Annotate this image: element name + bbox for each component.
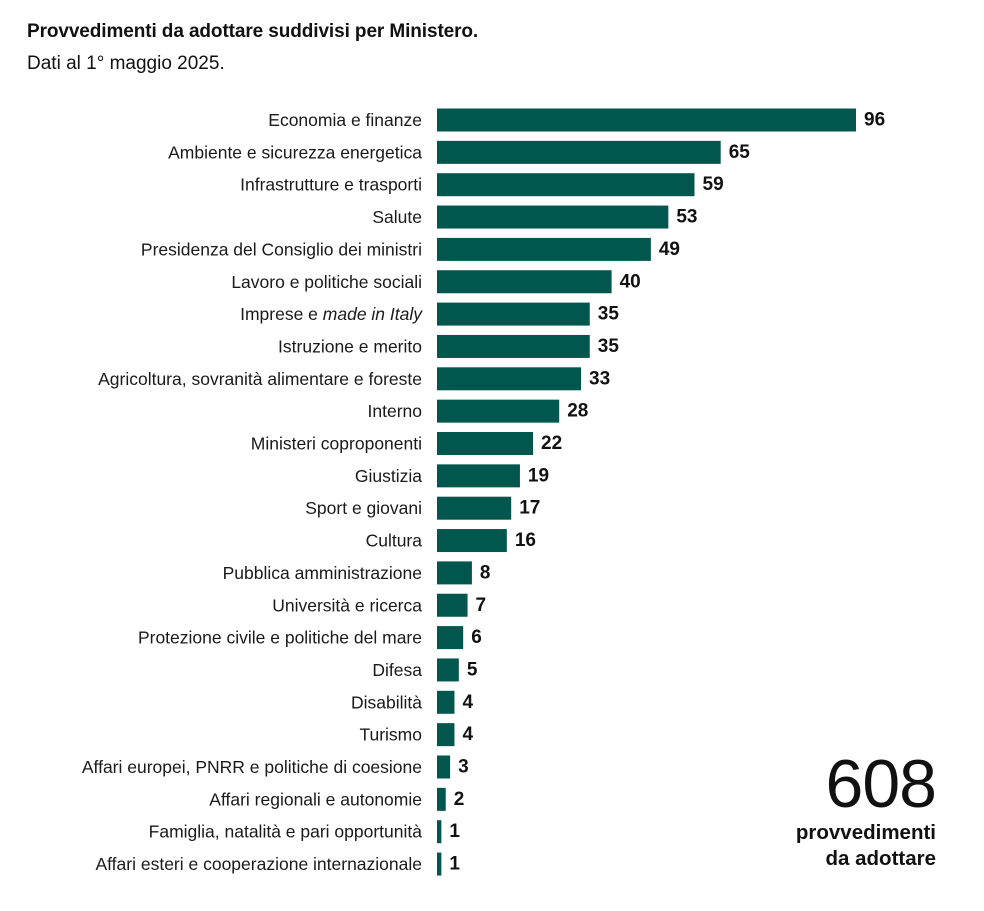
category-label: Sport e giovani [305,498,422,518]
category-label: Turismo [359,725,422,745]
bar [437,205,669,229]
bar [437,399,560,423]
value-label: 4 [462,692,473,713]
bar [437,658,459,682]
value-label: 6 [471,627,482,648]
bar [437,302,590,326]
category-label: Salute [372,207,422,227]
value-label: 1 [449,854,460,875]
bar [437,173,695,197]
value-label: 35 [598,304,620,325]
bar [437,690,455,714]
bar [437,108,856,132]
value-label: 17 [519,498,540,519]
bar [437,561,472,585]
bar [437,334,590,358]
value-label: 2 [454,789,465,810]
category-label: Presidenza del Consiglio dei ministri [141,239,422,259]
bar [437,626,464,650]
total-label-line2: da adottare [825,847,937,870]
value-label: 49 [659,239,680,260]
bar [437,593,468,617]
total-number: 608 [825,746,937,822]
category-label: Ambiente e sicurezza energetica [168,142,422,162]
value-label: 7 [476,595,487,616]
category-label: Ministeri coproponenti [251,434,422,454]
value-label: 96 [864,110,885,131]
category-label: Difesa [372,660,422,680]
category-label: Pubblica amministrazione [223,563,422,583]
value-label: 1 [449,821,460,842]
category-label: Affari regionali e autonomie [209,789,422,809]
bar [437,755,451,779]
category-label: Università e ricerca [272,595,422,615]
category-label: Protezione civile e politiche del mare [138,628,422,648]
chart-subtitle: Dati al 1° maggio 2025. [27,53,225,74]
bar [437,432,534,455]
chart-title: Provvedimenti da adottare suddivisi per … [27,21,479,42]
bar [437,852,442,876]
value-label: 53 [676,207,697,228]
bar [437,237,651,261]
category-label: Affari esteri e cooperazione internazion… [95,854,422,874]
total-label-line1: provvedimenti [795,821,936,844]
value-label: 59 [703,174,724,195]
category-label: Giustizia [355,466,422,486]
bar [437,464,520,488]
value-label: 22 [541,433,562,454]
total-summary: 608 provvedimenti da adottare [795,746,937,872]
category-label: Disabilità [351,692,422,712]
category-label: Economia e finanze [268,110,422,130]
category-label: Famiglia, natalità e pari opportunità [149,822,423,842]
category-label: Agricoltura, sovranità alimentare e fore… [98,369,422,389]
value-label: 35 [598,336,620,357]
value-label: 65 [729,142,751,163]
value-label: 40 [620,271,641,292]
value-label: 19 [528,465,549,486]
category-label: Interno [368,401,422,421]
category-label: Imprese e made in Italy [240,304,423,324]
bar [437,367,582,391]
value-label: 3 [458,757,469,778]
value-label: 5 [467,659,478,680]
category-label: Lavoro e politiche sociali [231,272,422,292]
category-label: Infrastrutture e trasporti [240,175,422,195]
bar [437,140,721,164]
value-label: 16 [515,530,536,551]
value-label: 33 [589,368,610,389]
bar [437,496,512,520]
category-label: Cultura [366,531,423,551]
bar [437,787,446,811]
category-label: Affari europei, PNRR e politiche di coes… [82,757,422,777]
value-label: 4 [462,724,473,745]
bar [437,529,507,553]
value-label: 8 [480,562,491,583]
bar [437,270,612,294]
bar [437,820,442,844]
category-label: Istruzione e merito [278,336,422,356]
value-label: 28 [567,401,588,422]
bar [437,723,455,747]
